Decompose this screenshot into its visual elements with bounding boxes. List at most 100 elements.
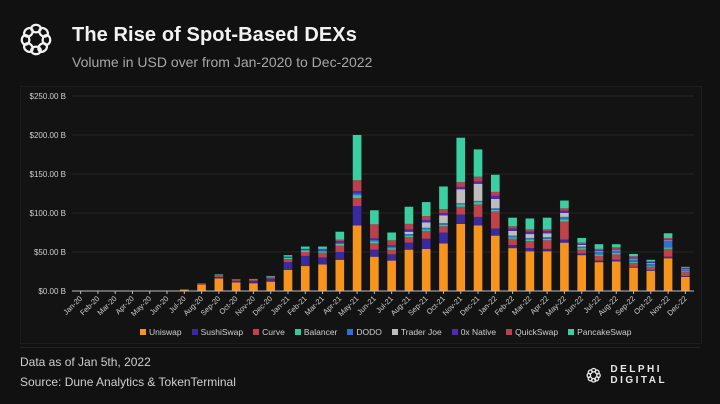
bar-segment-curve	[456, 206, 466, 215]
bar-segment-0x-native	[421, 220, 431, 223]
bar-segment-trader-joe	[594, 251, 604, 252]
legend-item: Balancer	[294, 327, 337, 337]
bar-segment-0x-native	[508, 228, 517, 231]
bar-segment-balancer	[508, 237, 517, 239]
bar-segment-curve	[560, 221, 569, 240]
bar-segment-pancakeswap	[611, 244, 621, 248]
bar-segment-sushiswap	[404, 242, 414, 250]
bar-segment-uniswap	[560, 242, 569, 291]
bar-segment-trader-joe	[421, 222, 431, 228]
bar-segment-0x-native	[594, 250, 604, 252]
footer-divider	[20, 347, 700, 348]
x-tick-label: Jun-21	[355, 294, 378, 317]
bar-segment-quickswap	[352, 180, 362, 192]
bar-segment-uniswap	[439, 243, 448, 291]
bar-segment-quickswap	[629, 256, 638, 258]
bar-segment-curve	[681, 272, 690, 277]
chart-legend: Uniswap SushiSwap Curve Balancer DODO Trader …	[140, 327, 631, 337]
bar-segment-quickswap	[611, 247, 621, 249]
bar-segment-curve	[370, 243, 379, 250]
x-tick-label: Sep-20	[199, 294, 222, 317]
bar-segment-pancakeswap	[352, 135, 362, 181]
bar-segment-sushiswap	[421, 238, 431, 249]
bar-segment-uniswap	[629, 267, 638, 291]
bar-segment-0x-native	[404, 229, 414, 232]
bar-segment-dodo	[387, 246, 396, 249]
bar-segment-curve	[283, 259, 293, 263]
x-tick-label: Sep-22	[613, 294, 636, 317]
bar-segment-curve	[629, 262, 638, 267]
legend-item: SushiSwap	[191, 327, 243, 337]
bar-segment-dodo	[283, 257, 293, 258]
bar-segment-dodo	[300, 249, 310, 251]
bar-segment-quickswap	[646, 261, 656, 263]
legend-label: 0x Native	[460, 327, 497, 337]
bar-segment-0x-native	[629, 257, 638, 259]
x-tick-label: Mar-21	[303, 294, 326, 317]
bar-segment-trader-joe	[473, 183, 483, 201]
y-tick-label: $100.00 B	[30, 209, 66, 218]
bar-segment-pancakeswap	[439, 186, 448, 210]
bar-segment-sushiswap	[214, 276, 224, 279]
x-tick-label: Dec-22	[665, 294, 688, 317]
bar-segment-balancer	[266, 275, 276, 277]
bar-segment-balancer	[370, 241, 379, 244]
bar-segment-quickswap	[404, 223, 414, 230]
bar-segment-uniswap	[473, 225, 483, 291]
bar-segment-sushiswap	[283, 262, 293, 270]
bar-segment-trader-joe	[404, 231, 414, 235]
bar-segment-pancakeswap	[300, 246, 310, 249]
bar-segment-trader-joe	[577, 244, 587, 247]
bar-segment-curve	[266, 276, 276, 279]
bar-segment-sushiswap	[577, 253, 587, 256]
bar-segment-dodo	[490, 208, 500, 210]
bar-segment-quickswap	[542, 229, 552, 231]
bar-segment-pancakeswap	[663, 233, 673, 238]
bar-segment-quickswap	[387, 240, 396, 245]
bar-segment-curve	[352, 198, 362, 206]
bar-segment-curve	[473, 204, 483, 217]
legend-swatch	[140, 329, 146, 335]
delphi-small-logo-icon	[586, 367, 601, 383]
legend-label: Trader Joe	[400, 327, 442, 337]
bar-segment-sushiswap	[542, 248, 552, 252]
bar-segment-uniswap	[300, 266, 310, 291]
bar-segment-trader-joe	[611, 249, 621, 251]
bar-segment-balancer	[179, 289, 189, 291]
bar-segment-pancakeswap	[283, 255, 293, 257]
bar-segment-0x-native	[387, 244, 396, 247]
y-tick-label: $50.00 B	[34, 248, 66, 257]
bar-segment-quickswap	[473, 176, 483, 182]
bar-segment-quickswap	[681, 267, 690, 269]
bar-segment-dodo	[629, 259, 638, 262]
bar-segment-pancakeswap	[421, 202, 431, 217]
bar-segment-sushiswap	[300, 255, 310, 267]
bar-segment-dodo	[577, 246, 587, 249]
bar-segment-sushiswap	[387, 254, 396, 261]
y-tick-label: $150.00 B	[30, 170, 66, 179]
bar-segment-dodo	[681, 269, 690, 272]
bar-segment-dodo	[560, 216, 569, 220]
bar-segment-balancer	[318, 251, 327, 253]
bar-segment-quickswap	[508, 226, 517, 229]
x-tick-label: Jun-22	[563, 294, 586, 317]
bar-segment-sushiswap	[594, 260, 604, 263]
bar-segment-dodo	[404, 234, 414, 236]
x-tick-label: Mar-20	[95, 294, 118, 317]
bar-segment-pancakeswap	[473, 149, 483, 177]
bar-segment-sushiswap	[352, 205, 362, 226]
bar-segment-uniswap	[179, 289, 189, 291]
bar-segment-trader-joe	[542, 233, 552, 238]
legend-label: DODO	[356, 327, 382, 337]
bar-segment-balancer	[197, 283, 206, 285]
bar-segment-balancer	[542, 238, 552, 241]
bar-segment-dodo	[318, 250, 327, 252]
bar-segment-uniswap	[542, 251, 552, 291]
bar-segment-trader-joe	[629, 258, 638, 260]
bar-segment-quickswap	[456, 182, 466, 187]
bar-segment-uniswap	[283, 269, 293, 291]
bar-segment-uniswap	[404, 249, 414, 291]
chart-title: The Rise of Spot-Based DEXs	[72, 24, 357, 46]
brand-logo: DELPHI DIGITAL	[585, 364, 720, 386]
bar-segment-pancakeswap	[456, 137, 466, 183]
